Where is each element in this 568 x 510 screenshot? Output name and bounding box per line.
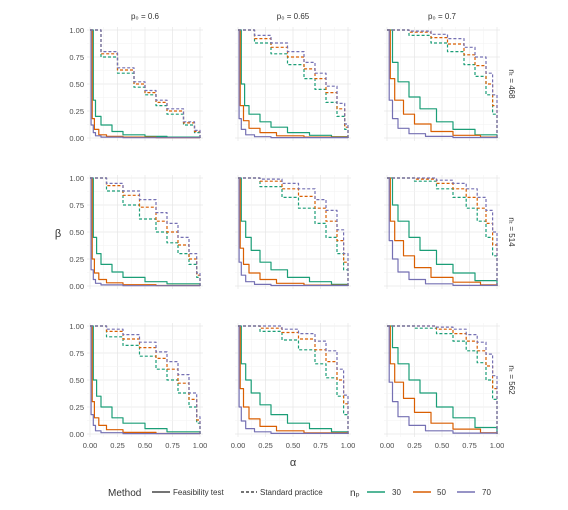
panel-r0-c0: 0.00 0.25 0.50 0.75 1.00 [69, 26, 203, 143]
y-tick-label: 0.00 [69, 430, 84, 439]
feasibility-np30-line [238, 177, 349, 286]
facet-col-label-0: p₀ = 0.6 [131, 12, 160, 21]
y-tick-label: 0.50 [69, 228, 84, 237]
panel-r1-c0: 0.00 0.25 0.50 0.75 1.00 [69, 174, 203, 291]
x-tick-label: 0.25 [407, 441, 422, 450]
standard-np70-line [90, 325, 201, 434]
facet-row-label-1: nₜ = 514 [507, 217, 516, 247]
x-tick-label: 0.50 [286, 441, 301, 450]
x-tick-label: 1.00 [193, 441, 208, 450]
x-tick-label: 1.00 [341, 441, 356, 450]
facet-col-label-1: p₀ = 0.65 [277, 12, 310, 21]
standard-np70-line [238, 177, 349, 286]
facet-row-label-0: nₜ = 468 [507, 69, 516, 99]
legend-method-title: Method [108, 488, 141, 499]
standard-np70-line [387, 29, 498, 138]
feasibility-np70-line [387, 325, 498, 434]
x-tick-label: 1.00 [490, 441, 505, 450]
panel-r0-c2 [384, 27, 500, 141]
feasibility-np30-line [238, 325, 349, 434]
y-tick-label: 1.00 [69, 174, 84, 183]
feasibility-np50-line [387, 325, 498, 434]
feasibility-np70-line [238, 325, 349, 434]
feasibility-np70-line [90, 29, 201, 139]
facet-col-label-2: p₀ = 0.7 [428, 12, 457, 21]
feasibility-np30-line [387, 325, 498, 434]
x-axis-label: α [290, 457, 297, 469]
y-tick-label: 1.00 [69, 322, 84, 331]
y-tick-label: 0.75 [69, 53, 84, 62]
x-tick-label: 0.00 [83, 441, 98, 450]
x-tick-label: 0.50 [138, 441, 153, 450]
legend-method-feasibility-label: Feasibility test [173, 488, 224, 497]
panels: p₀ = 0.6 p₀ = 0.65 p₀ = 0.7 nₜ = 468 nₜ = 51… [69, 12, 516, 450]
panel-r0-c1 [235, 27, 351, 141]
feasibility-np50-line [238, 177, 349, 286]
x-tick-label: 0.75 [313, 441, 328, 450]
panel-r1-c1 [235, 175, 351, 289]
feasibility-np50-line [238, 29, 349, 138]
y-tick-label: 0.00 [69, 134, 84, 143]
x-tick-label: 0.25 [110, 441, 125, 450]
y-tick-label: 0.75 [69, 349, 84, 358]
y-tick-label: 0.25 [69, 107, 84, 116]
feasibility-np70-line [90, 325, 201, 435]
feasibility-np30-line [90, 177, 201, 286]
feasibility-np30-line [90, 29, 201, 138]
feasibility-np70-line [238, 29, 349, 139]
legend-np-70-label: 70 [482, 488, 491, 497]
panel-r2-c0: 0.00 0.25 0.50 0.75 1.00 0.00 0.25 0.50 0.75 1.00 [69, 322, 207, 450]
feasibility-np30-line [90, 325, 201, 434]
legend-np-50-label: 50 [437, 488, 446, 497]
x-tick-label: 0.00 [380, 441, 395, 450]
standard-np70-line [90, 177, 201, 286]
legend: Method Feasibility test Standard practic… [108, 488, 491, 499]
feasibility-np30-line [387, 29, 498, 138]
feasibility-np50-line [238, 325, 349, 434]
feasibility-np70-line [238, 177, 349, 287]
legend-method-standard-label: Standard practice [260, 488, 323, 497]
standard-np70-line [387, 177, 498, 286]
panel-r1-c2 [384, 175, 500, 289]
facet-row-label-2: nₜ = 562 [507, 365, 516, 395]
x-tick-label: 0.75 [462, 441, 477, 450]
standard-np70-line [90, 29, 201, 138]
x-tick-label: 0.75 [165, 441, 180, 450]
y-tick-label: 0.50 [69, 376, 84, 385]
panel-r2-c2: 0.00 0.25 0.50 0.75 1.00 [380, 323, 505, 450]
panel-r2-c1: 0.00 0.25 0.50 0.75 1.00 [231, 323, 356, 450]
standard-np70-line [387, 325, 498, 434]
feasibility-np70-line [387, 177, 498, 286]
y-axis-label: β [55, 228, 61, 240]
y-tick-label: 0.25 [69, 403, 84, 412]
y-tick-label: 0.50 [69, 80, 84, 89]
legend-np-title: nₚ [350, 488, 360, 499]
y-tick-label: 0.25 [69, 255, 84, 264]
y-tick-label: 0.75 [69, 201, 84, 210]
x-tick-label: 0.25 [258, 441, 273, 450]
legend-np-30-label: 30 [392, 488, 401, 497]
feasibility-np50-line [387, 177, 498, 286]
x-tick-label: 0.00 [231, 441, 246, 450]
feasibility-np50-line [387, 29, 498, 138]
y-tick-label: 0.00 [69, 282, 84, 291]
feasibility-np70-line [90, 177, 201, 287]
x-tick-label: 0.50 [435, 441, 450, 450]
y-tick-label: 1.00 [69, 26, 84, 35]
feasibility-np30-line [387, 177, 498, 286]
standard-np70-line [238, 325, 349, 434]
feasibility-np30-line [238, 29, 349, 138]
standard-np70-line [238, 29, 349, 138]
feasibility-np70-line [387, 29, 498, 139]
